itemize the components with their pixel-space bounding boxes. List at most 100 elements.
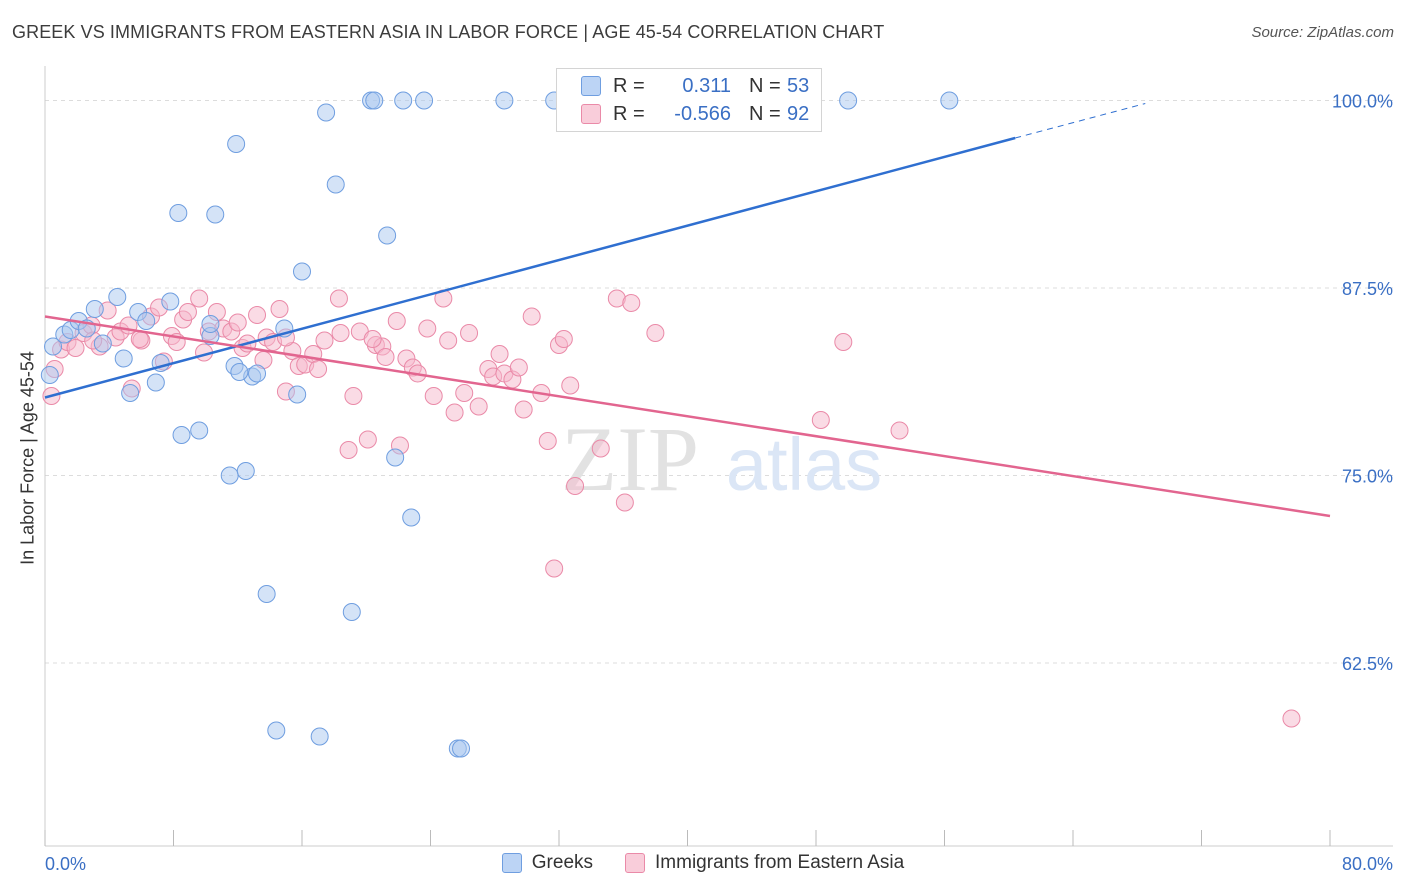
legend-label-immigrants: Immigrants from Eastern Asia (655, 852, 905, 873)
legend-n-value: 53 (787, 74, 810, 97)
point-greeks (402, 508, 421, 527)
point-greeks (201, 315, 220, 333)
correlation-legend: R = 0.311 N = 53 R = -0.566 N = 92 (556, 68, 822, 132)
point-immigrants (890, 421, 909, 440)
y-tick-label: 87.5% (1342, 279, 1393, 299)
point-immigrants (445, 403, 464, 422)
point-immigrants (248, 306, 267, 324)
point-immigrants (455, 384, 474, 402)
point-greeks (93, 334, 112, 353)
axes (44, 66, 1393, 847)
legend-row-greeks: R = 0.311 N = 53 (581, 73, 809, 99)
point-immigrants (1282, 709, 1301, 728)
point-immigrants (561, 376, 580, 395)
x-tick-label: 0.0% (45, 854, 86, 874)
point-greeks (161, 292, 180, 311)
legend-row-immigrants: R = -0.566 N = 92 (581, 101, 809, 127)
point-immigrants (363, 330, 382, 348)
point-greeks (85, 300, 104, 318)
y-tick-label: 100.0% (1332, 92, 1393, 112)
gridlines (45, 100, 1393, 664)
point-greeks (378, 226, 397, 245)
point-greeks (288, 385, 307, 404)
trend-extension-greeks (1015, 103, 1146, 139)
legend-n-label: N = (749, 74, 781, 97)
legend-item-greeks: Greeks (501, 852, 594, 874)
y-tick-label: 75.0% (1342, 467, 1393, 487)
series-legend: Greeks Immigrants from Eastern Asia (0, 852, 1406, 874)
legend-r-value: 0.311 (682, 74, 731, 97)
point-greeks (230, 363, 249, 381)
point-greeks (108, 288, 127, 306)
point-immigrants (591, 439, 610, 458)
point-immigrants (469, 397, 488, 416)
point-greeks (169, 204, 188, 222)
point-greeks (220, 466, 239, 485)
point-immigrants (309, 360, 328, 378)
point-greeks (293, 262, 311, 281)
point-greeks (342, 603, 361, 621)
point-immigrants (190, 289, 209, 308)
point-immigrants (538, 432, 557, 450)
point-greeks (236, 462, 255, 480)
legend-swatch-immigrants (581, 104, 601, 124)
point-immigrants (66, 339, 85, 357)
point-greeks (317, 103, 336, 122)
chart-source: Source: ZipAtlas.com (1251, 24, 1394, 41)
point-greeks (172, 426, 191, 444)
point-immigrants (270, 300, 289, 318)
point-immigrants (509, 358, 528, 377)
point-greeks (394, 91, 413, 110)
point-immigrants (522, 307, 541, 326)
point-immigrants (424, 387, 443, 405)
point-immigrants (339, 441, 358, 459)
point-greeks (415, 91, 434, 110)
point-greeks (839, 91, 858, 110)
point-immigrants (331, 324, 350, 342)
point-immigrants (329, 289, 348, 308)
watermark: ZIP atlas (561, 408, 882, 510)
point-immigrants (554, 330, 573, 348)
point-greeks (190, 421, 209, 440)
point-greeks (121, 384, 140, 402)
trend-line-immigrants (44, 315, 1331, 518)
x-tick-label: 80.0% (1342, 854, 1393, 874)
point-immigrants (418, 319, 437, 338)
point-immigrants (358, 430, 377, 449)
point-greeks (365, 91, 384, 110)
point-greeks (326, 175, 345, 194)
y-tick-label: 62.5% (1342, 654, 1393, 674)
legend-r-label: R = (613, 102, 645, 125)
point-immigrants (514, 400, 533, 419)
point-immigrants (376, 348, 395, 366)
point-immigrants (811, 411, 830, 429)
legend-item-immigrants: Immigrants from Eastern Asia (625, 852, 904, 874)
point-greeks (386, 448, 405, 467)
legend-n-value: 92 (787, 102, 810, 125)
point-greeks (44, 337, 63, 356)
point-greeks (114, 349, 133, 368)
point-immigrants (622, 294, 641, 312)
tick-labels: 62.5% 75.0% 87.5% 100.0% 0.0% 80.0% (45, 92, 1393, 875)
point-greeks (257, 585, 276, 603)
point-greeks (452, 739, 471, 758)
point-immigrants (566, 477, 585, 495)
point-greeks (940, 91, 959, 110)
point-immigrants (490, 345, 509, 363)
point-immigrants (387, 312, 406, 330)
point-immigrants (460, 324, 479, 342)
legend-r-value: -0.566 (674, 102, 731, 125)
point-immigrants (834, 333, 853, 351)
point-greeks (206, 205, 225, 224)
point-greeks (310, 727, 329, 746)
point-immigrants (646, 324, 665, 342)
point-greeks (137, 312, 156, 330)
point-greeks (267, 721, 286, 740)
point-greeks (495, 91, 514, 110)
point-greeks (40, 366, 59, 384)
legend-label-greeks: Greeks (531, 852, 594, 873)
legend-n-label: N = (749, 102, 781, 125)
point-greeks (227, 135, 246, 153)
trend-line-greeks (44, 136, 1016, 399)
